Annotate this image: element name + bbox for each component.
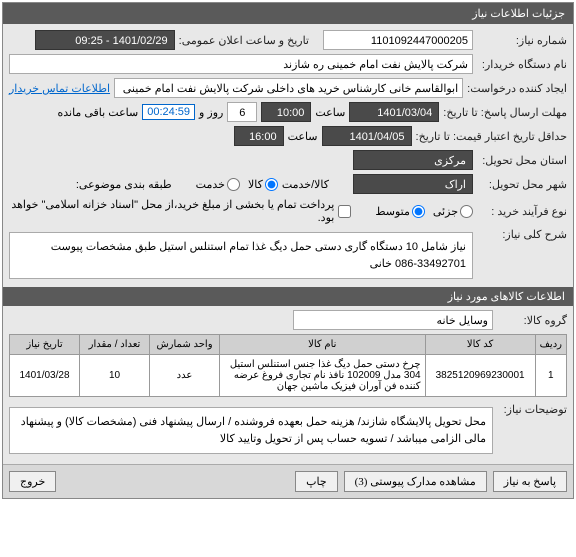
description-label: شرح کلی نیاز: bbox=[477, 228, 567, 241]
days-label: روز و bbox=[199, 106, 223, 119]
cell-num: 1 bbox=[535, 355, 566, 397]
notes-label: توضیحات نیاز: bbox=[497, 403, 567, 416]
print-button[interactable]: چاپ bbox=[295, 471, 338, 492]
panel-body: شماره نیاز: 1101092447000205 تاریخ و ساع… bbox=[3, 24, 573, 464]
th-date: تاریخ نیاز bbox=[10, 335, 80, 355]
announce-date-field: 1401/02/29 - 09:25 bbox=[35, 30, 175, 50]
table-header-row: ردیف کد کالا نام کالا واحد شمارش تعداد /… bbox=[10, 335, 567, 355]
medium-radio-item[interactable]: متوسط bbox=[375, 205, 425, 218]
th-qty: تعداد / مقدار bbox=[80, 335, 150, 355]
buyer-field: شرکت پالایش نفت امام خمینی ره شازند bbox=[9, 54, 473, 74]
province-field: مرکزی bbox=[353, 150, 473, 170]
deadline-time-label: ساعت bbox=[315, 106, 345, 119]
small-radio[interactable] bbox=[460, 205, 473, 218]
deadline-time-field: 10:00 bbox=[261, 102, 311, 122]
deadline-date-field: 1401/03/04 bbox=[349, 102, 439, 122]
category-label: طبقه بندی موضوعی: bbox=[76, 178, 172, 191]
validity-label: حداقل تاریخ اعتبار قیمت: تا تاریخ: bbox=[416, 130, 567, 143]
services-radio-label: خدمت bbox=[196, 178, 225, 191]
cell-name: چرخ دستی حمل دیگ غذا جنس استنلس استیل 30… bbox=[220, 355, 426, 397]
attachments-button[interactable]: مشاهده مدارک پیوستی (3) bbox=[344, 471, 487, 492]
contact-link[interactable]: اطلاعات تماس خریدار bbox=[9, 82, 110, 95]
requester-label: ایجاد کننده درخواست: bbox=[467, 82, 567, 95]
requester-field: ابوالقاسم خانی کارشناس خرید های داخلی شر… bbox=[114, 78, 463, 98]
goods-radio-item[interactable]: کالا bbox=[248, 178, 278, 191]
notes-box: محل تحویل پالایشگاه شازند/ هزینه حمل بعه… bbox=[9, 407, 493, 454]
process-type-radio-group: جزئی متوسط bbox=[375, 205, 473, 218]
th-name: نام کالا bbox=[220, 335, 426, 355]
cell-qty: 10 bbox=[80, 355, 150, 397]
city-label: شهر محل تحویل: bbox=[477, 178, 567, 191]
remaining-time: 00:24:59 bbox=[142, 104, 195, 120]
payment-checkbox-row: پرداخت تمام یا بخشی از مبلغ خرید،از محل … bbox=[9, 198, 351, 224]
footer-bar: پاسخ به نیاز مشاهده مدارک پیوستی (3) چاپ… bbox=[3, 464, 573, 498]
group-field: وسایل خانه bbox=[293, 310, 493, 330]
validity-time-label: ساعت bbox=[288, 130, 318, 143]
goods-services-radio-group: کالا خدمت bbox=[196, 178, 278, 191]
payment-checkbox[interactable] bbox=[338, 205, 351, 218]
goods-services-label: کالا/خدمت bbox=[282, 178, 329, 191]
goods-radio-label: کالا bbox=[248, 178, 263, 191]
cell-unit: عدد bbox=[150, 355, 220, 397]
group-label: گروه کالا: bbox=[497, 314, 567, 327]
medium-radio[interactable] bbox=[412, 205, 425, 218]
days-field: 6 bbox=[227, 102, 257, 122]
panel-title: جزئیات اطلاعات نیاز bbox=[3, 3, 573, 24]
th-unit: واحد شمارش bbox=[150, 335, 220, 355]
services-radio-item[interactable]: خدمت bbox=[196, 178, 240, 191]
close-button[interactable]: خروج bbox=[9, 471, 56, 492]
cell-date: 1401/03/28 bbox=[10, 355, 80, 397]
goods-table: ردیف کد کالا نام کالا واحد شمارش تعداد /… bbox=[9, 334, 567, 397]
goods-section-header: اطلاعات کالاهای مورد نیاز bbox=[3, 287, 573, 306]
small-radio-label: جزئی bbox=[433, 205, 458, 218]
province-label: استان محل تحویل: bbox=[477, 154, 567, 167]
process-type-label: نوع فرآیند خرید : bbox=[477, 205, 567, 218]
small-radio-item[interactable]: جزئی bbox=[433, 205, 473, 218]
th-row: ردیف bbox=[535, 335, 566, 355]
city-field: اراک bbox=[353, 174, 473, 194]
medium-radio-label: متوسط bbox=[375, 205, 410, 218]
description-box: نیاز شامل 10 دستگاه گاری دستی حمل دیگ غذ… bbox=[9, 232, 473, 279]
goods-radio[interactable] bbox=[265, 178, 278, 191]
announce-date-label: تاریخ و ساعت اعلان عمومی: bbox=[179, 34, 309, 47]
table-row: 1 3825120969230001 چرخ دستی حمل دیگ غذا … bbox=[10, 355, 567, 397]
payment-note: پرداخت تمام یا بخشی از مبلغ خرید،از محل … bbox=[9, 198, 334, 224]
remaining-label: ساعت باقی مانده bbox=[57, 106, 138, 119]
need-number-label: شماره نیاز: bbox=[477, 34, 567, 47]
th-code: کد کالا bbox=[425, 335, 535, 355]
services-radio[interactable] bbox=[227, 178, 240, 191]
deadline-label: مهلت ارسال پاسخ: تا تاریخ: bbox=[443, 106, 567, 119]
validity-time-field: 16:00 bbox=[234, 126, 284, 146]
validity-date-field: 1401/04/05 bbox=[322, 126, 412, 146]
buyer-label: نام دستگاه خریدار: bbox=[477, 58, 567, 71]
need-number-field: 1101092447000205 bbox=[323, 30, 473, 50]
respond-button[interactable]: پاسخ به نیاز bbox=[493, 471, 567, 492]
cell-code: 3825120969230001 bbox=[425, 355, 535, 397]
main-panel: جزئیات اطلاعات نیاز شماره نیاز: 11010924… bbox=[2, 2, 574, 499]
spacer bbox=[62, 471, 289, 492]
